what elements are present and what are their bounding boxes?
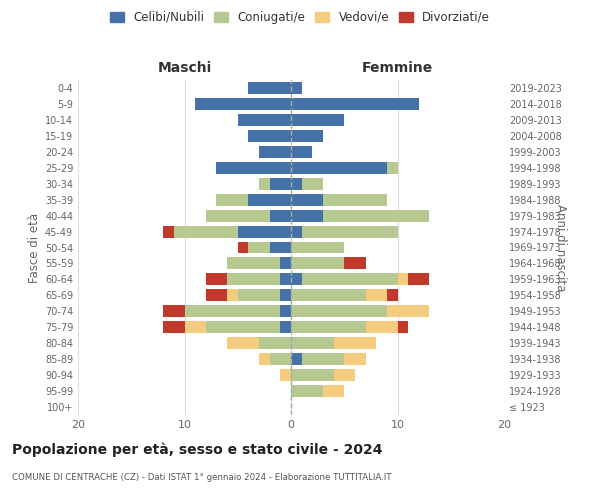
Bar <box>387 290 398 302</box>
Bar <box>248 194 291 205</box>
Bar <box>291 146 313 158</box>
Bar <box>206 274 227 285</box>
Bar <box>344 353 365 365</box>
Bar <box>398 274 408 285</box>
Bar <box>248 82 291 94</box>
Bar <box>248 242 270 254</box>
Bar <box>227 337 259 349</box>
Bar <box>323 210 430 222</box>
Bar <box>280 369 291 381</box>
Bar <box>291 242 344 254</box>
Bar <box>334 369 355 381</box>
Bar <box>227 274 280 285</box>
Bar <box>291 98 419 110</box>
Bar <box>248 130 291 142</box>
Bar <box>323 194 387 205</box>
Legend: Celibi/Nubili, Coniugati/e, Vedovi/e, Divorziati/e: Celibi/Nubili, Coniugati/e, Vedovi/e, Di… <box>110 11 490 24</box>
Bar <box>365 322 398 333</box>
Bar <box>302 178 323 190</box>
Bar <box>270 210 291 222</box>
Bar <box>270 353 291 365</box>
Bar <box>291 82 302 94</box>
Bar <box>163 306 185 318</box>
Bar <box>280 258 291 270</box>
Bar <box>291 162 387 173</box>
Bar <box>280 322 291 333</box>
Bar <box>217 194 248 205</box>
Bar <box>259 337 291 349</box>
Bar <box>408 274 430 285</box>
Bar <box>291 337 334 349</box>
Bar <box>387 306 430 318</box>
Bar <box>291 353 302 365</box>
Bar <box>238 226 291 237</box>
Bar <box>259 178 270 190</box>
Text: Popolazione per età, sesso e stato civile - 2024: Popolazione per età, sesso e stato civil… <box>12 442 383 457</box>
Bar <box>259 353 270 365</box>
Bar <box>280 274 291 285</box>
Bar <box>291 290 365 302</box>
Bar <box>291 130 323 142</box>
Text: COMUNE DI CENTRACHE (CZ) - Dati ISTAT 1° gennaio 2024 - Elaborazione TUTTITALIA.: COMUNE DI CENTRACHE (CZ) - Dati ISTAT 1°… <box>12 472 392 482</box>
Bar <box>206 210 270 222</box>
Bar <box>334 337 376 349</box>
Bar <box>291 210 323 222</box>
Bar <box>185 306 280 318</box>
Bar <box>291 258 344 270</box>
Bar <box>227 258 280 270</box>
Bar <box>291 114 344 126</box>
Bar <box>280 290 291 302</box>
Bar <box>238 242 248 254</box>
Bar <box>291 385 323 397</box>
Bar <box>174 226 238 237</box>
Text: Femmine: Femmine <box>362 61 433 75</box>
Text: Maschi: Maschi <box>157 61 212 75</box>
Bar <box>344 258 365 270</box>
Y-axis label: Fasce di età: Fasce di età <box>28 212 41 282</box>
Bar <box>227 290 238 302</box>
Bar <box>270 242 291 254</box>
Bar <box>217 162 291 173</box>
Bar <box>291 322 365 333</box>
Bar <box>291 226 302 237</box>
Bar <box>291 369 334 381</box>
Bar <box>291 194 323 205</box>
Bar <box>291 178 302 190</box>
Bar <box>259 146 291 158</box>
Bar <box>302 274 398 285</box>
Y-axis label: Anni di nascita: Anni di nascita <box>554 204 567 291</box>
Bar <box>280 306 291 318</box>
Bar <box>302 226 398 237</box>
Bar <box>365 290 387 302</box>
Bar <box>238 290 280 302</box>
Bar <box>387 162 398 173</box>
Bar <box>195 98 291 110</box>
Bar <box>163 226 174 237</box>
Bar <box>291 306 387 318</box>
Bar <box>302 353 344 365</box>
Bar <box>238 114 291 126</box>
Bar <box>270 178 291 190</box>
Bar <box>398 322 408 333</box>
Bar <box>206 290 227 302</box>
Bar <box>323 385 344 397</box>
Bar <box>163 322 185 333</box>
Bar <box>291 274 302 285</box>
Bar <box>185 322 206 333</box>
Bar <box>206 322 280 333</box>
